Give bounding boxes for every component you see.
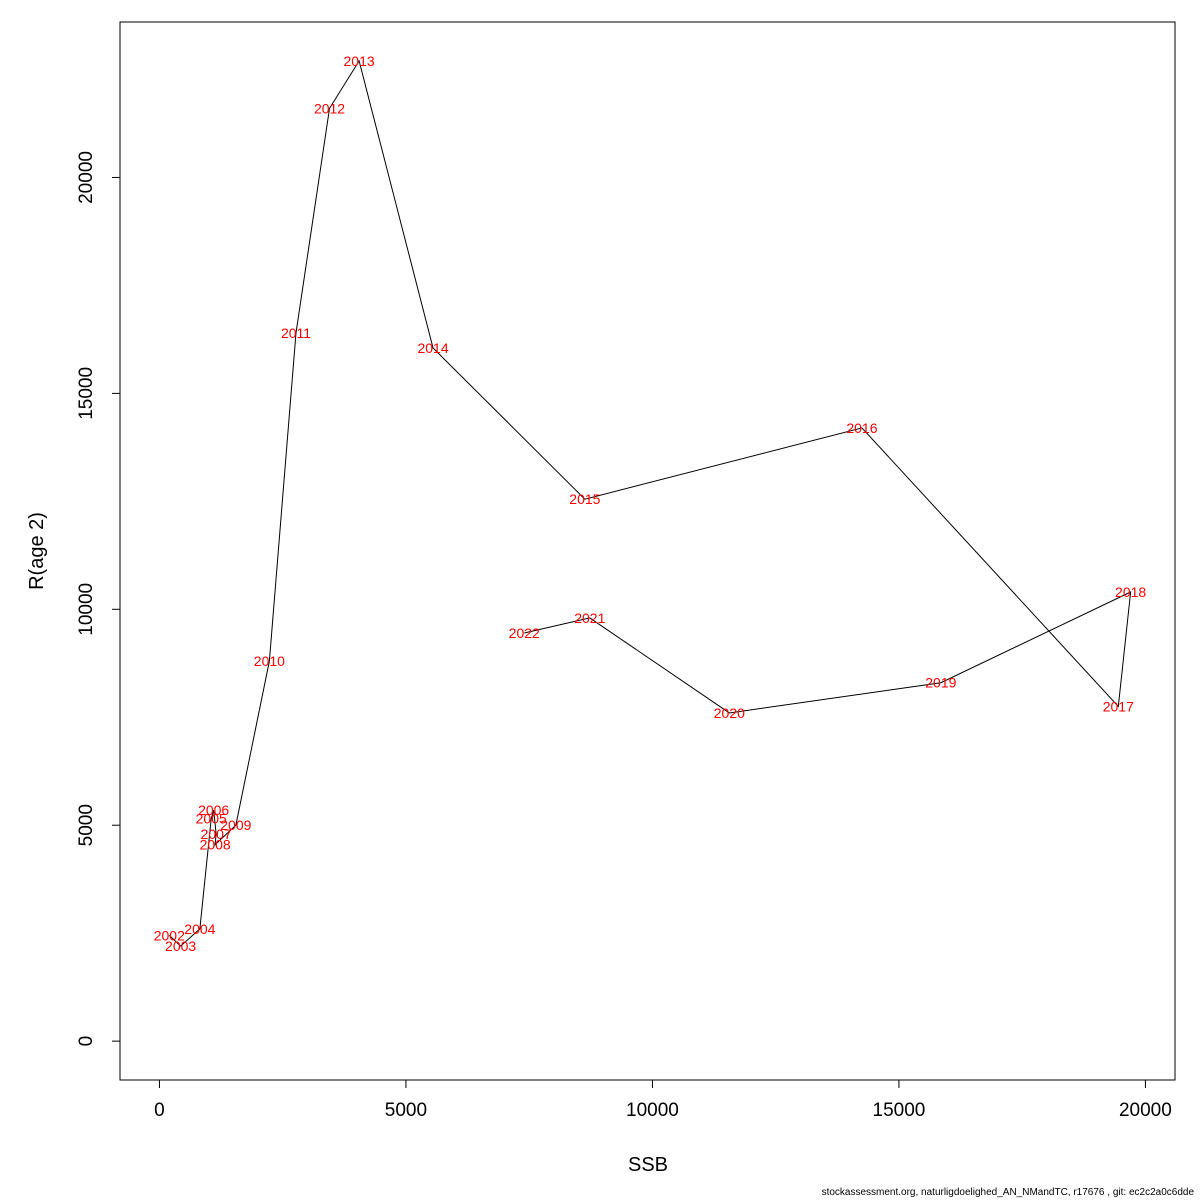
point-label-2018: 2018 [1115, 584, 1146, 600]
point-label-2008: 2008 [200, 837, 231, 853]
point-label-2014: 2014 [417, 340, 448, 356]
point-label-2009: 2009 [220, 817, 251, 833]
y-tick-label: 0 [76, 1036, 97, 1047]
point-label-2004: 2004 [184, 921, 215, 937]
x-tick-label: 0 [154, 1100, 165, 1121]
y-axis-title: R(age 2) [26, 512, 48, 590]
x-axis-title: SSB [628, 1154, 668, 1176]
point-label-2015: 2015 [569, 491, 600, 507]
point-label-2011: 2011 [281, 325, 311, 341]
series-line [168, 59, 1132, 947]
point-label-2017: 2017 [1103, 698, 1134, 714]
point-label-2002: 2002 [154, 927, 185, 943]
point-label-2007: 2007 [201, 826, 232, 842]
x-tick-label: 20000 [1119, 1100, 1172, 1121]
y-tick-label: 15000 [76, 367, 97, 420]
point-label-2003: 2003 [165, 938, 196, 954]
point-label-2019: 2019 [925, 675, 956, 691]
point-label-2016: 2016 [846, 420, 877, 436]
point-label-2006: 2006 [198, 802, 229, 818]
point-label-2005: 2005 [196, 811, 227, 827]
point-label-2013: 2013 [344, 53, 375, 69]
x-axis: 0 5000 10000 15000 20000 [154, 1079, 1172, 1121]
point-label-2021: 2021 [574, 610, 605, 626]
x-tick-label: 15000 [873, 1100, 926, 1121]
point-label-2012: 2012 [314, 100, 345, 116]
x-tick-label: 5000 [385, 1100, 427, 1121]
x-tick-label: 10000 [626, 1100, 679, 1121]
point-label-2022: 2022 [509, 625, 540, 641]
y-tick-label: 20000 [76, 151, 97, 204]
footer-text: stockassessment.org, naturligdoelighed_A… [821, 1187, 1194, 1198]
point-labels: 2002200320042005200620072008200920102011… [154, 53, 1147, 954]
y-tick-label: 10000 [76, 583, 97, 636]
y-tick-label: 5000 [76, 804, 97, 846]
point-label-2010: 2010 [254, 653, 285, 669]
point-label-2020: 2020 [714, 705, 745, 721]
y-axis: 0 5000 10000 15000 20000 [76, 151, 121, 1047]
